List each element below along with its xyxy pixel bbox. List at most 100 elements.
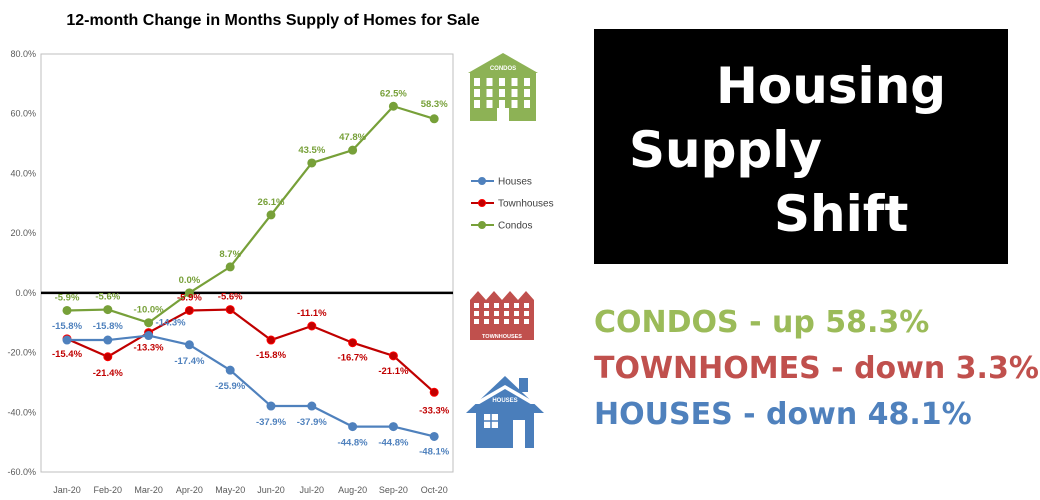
y-tick-label: -20.0% [7, 348, 36, 358]
data-point-condos [144, 318, 154, 328]
data-label-houses: -15.8% [93, 321, 124, 332]
y-tick-label: 0.0% [15, 288, 36, 298]
legend-label-houses: Houses [498, 177, 532, 188]
data-label-townhouses: -16.7% [338, 353, 369, 364]
data-label-condos: 8.7% [219, 249, 241, 260]
data-point-condos [103, 305, 113, 315]
data-point-houses [225, 365, 235, 375]
data-label-houses: -37.9% [256, 417, 287, 428]
data-label-townhouses: -21.4% [93, 368, 124, 379]
data-point-condos [184, 288, 194, 298]
x-tick-label: Mar-20 [134, 485, 163, 495]
x-tick-label: May-20 [215, 485, 245, 495]
townhouse-building-icon: TOWNHOUSES [470, 291, 534, 340]
x-tick-label: Jul-20 [300, 485, 325, 495]
data-label-houses: -15.8% [52, 321, 83, 332]
data-point-houses [348, 422, 358, 432]
data-point-townhouses [103, 352, 113, 362]
x-tick-label: Feb-20 [94, 485, 123, 495]
y-tick-label: 60.0% [10, 109, 36, 119]
data-label-houses: -25.9% [215, 381, 246, 392]
data-label-condos: 26.1% [258, 197, 285, 208]
legend-label-condos: Condos [498, 221, 532, 232]
y-tick-label: -60.0% [7, 467, 36, 477]
data-point-condos [307, 158, 317, 168]
data-label-townhouses: -15.8% [256, 350, 287, 361]
svg-text:HOUSES: HOUSES [492, 398, 517, 404]
data-label-townhouses: -11.1% [297, 308, 327, 319]
svg-text:TOWNHOUSES: TOWNHOUSES [482, 334, 522, 340]
line-chart: 12-month Change in Months Supply of Home… [7, 12, 554, 495]
legend-marker [478, 221, 486, 229]
data-label-condos: 43.5% [298, 145, 325, 156]
data-label-townhouses: -13.3% [134, 343, 165, 354]
data-point-townhouses [184, 305, 194, 315]
condo-building-icon: CONDOS [468, 53, 538, 121]
data-point-townhouses [348, 338, 358, 348]
data-point-houses [184, 340, 194, 350]
data-label-condos: 47.8% [339, 132, 366, 143]
banner-line-3: Shift [774, 185, 909, 243]
chart-title: 12-month Change in Months Supply of Home… [66, 12, 479, 29]
data-label-condos: 0.0% [179, 275, 201, 286]
x-tick-label: Aug-20 [338, 485, 367, 495]
series-line-condos [66, 105, 435, 324]
data-label-townhouses: -15.4% [52, 349, 83, 360]
x-tick-label: Oct-20 [421, 485, 448, 495]
x-tick-label: Jun-20 [257, 485, 285, 495]
data-label-condos: 58.3% [421, 99, 448, 110]
data-label-condos: -5.9% [55, 292, 80, 303]
data-point-houses [266, 401, 276, 411]
data-label-condos: 62.5% [380, 88, 407, 99]
data-label-condos: -10.0% [134, 305, 165, 316]
legend-label-townhouses: Townhouses [498, 199, 554, 210]
data-point-condos [348, 145, 358, 155]
y-tick-label: 40.0% [10, 168, 36, 178]
banner-line-2: Supply [629, 121, 822, 179]
summary-condos: CONDOS - up 58.3% [594, 305, 930, 340]
data-label-townhouses: -33.3% [419, 405, 450, 416]
data-point-houses [144, 331, 154, 341]
x-tick-label: Apr-20 [176, 485, 203, 495]
series-line-townhouses [66, 308, 435, 394]
data-point-townhouses [429, 387, 439, 397]
legend-marker [478, 199, 486, 207]
data-point-houses [103, 335, 113, 345]
x-tick-label: Sep-20 [379, 485, 408, 495]
y-tick-label: 20.0% [10, 228, 36, 238]
legend-marker [478, 177, 486, 185]
summary-houses: HOUSES - down 48.1% [594, 397, 972, 432]
data-label-townhouses: -5.9% [177, 292, 202, 303]
data-point-condos [266, 210, 276, 220]
data-label-houses: -17.4% [174, 356, 205, 367]
data-point-condos [225, 262, 235, 272]
data-label-houses: -14.3% [156, 318, 187, 329]
plot-frame [40, 53, 454, 473]
house-icon: HOUSES [466, 376, 544, 448]
data-label-townhouses: -21.1% [378, 366, 409, 377]
data-point-houses [62, 335, 72, 345]
data-label-houses: -44.8% [338, 438, 369, 449]
data-label-houses: -37.9% [297, 417, 328, 428]
data-point-townhouses [388, 351, 398, 361]
data-point-townhouses [225, 305, 235, 315]
x-tick-label: Jan-20 [53, 485, 81, 495]
data-label-condos: -5.6% [95, 292, 120, 303]
data-point-houses [307, 401, 317, 411]
data-label-houses: -44.8% [378, 438, 409, 449]
data-point-houses [388, 422, 398, 432]
data-point-condos [388, 101, 398, 111]
data-point-condos [429, 114, 439, 124]
data-point-townhouses [307, 321, 317, 331]
svg-text:CONDOS: CONDOS [490, 66, 516, 72]
banner-line-1: Housing [716, 57, 947, 115]
y-tick-label: -40.0% [7, 407, 36, 417]
data-label-townhouses: -5.6% [218, 292, 243, 303]
summary-townhomes: TOWNHOMES - down 3.3% [594, 351, 1039, 386]
series-line-houses [67, 334, 435, 438]
data-point-condos [62, 305, 72, 315]
y-tick-label: 80.0% [10, 49, 36, 59]
data-label-houses: -48.1% [419, 446, 450, 457]
data-point-townhouses [266, 335, 276, 345]
title-banner: Housing Supply Shift [594, 29, 1008, 264]
